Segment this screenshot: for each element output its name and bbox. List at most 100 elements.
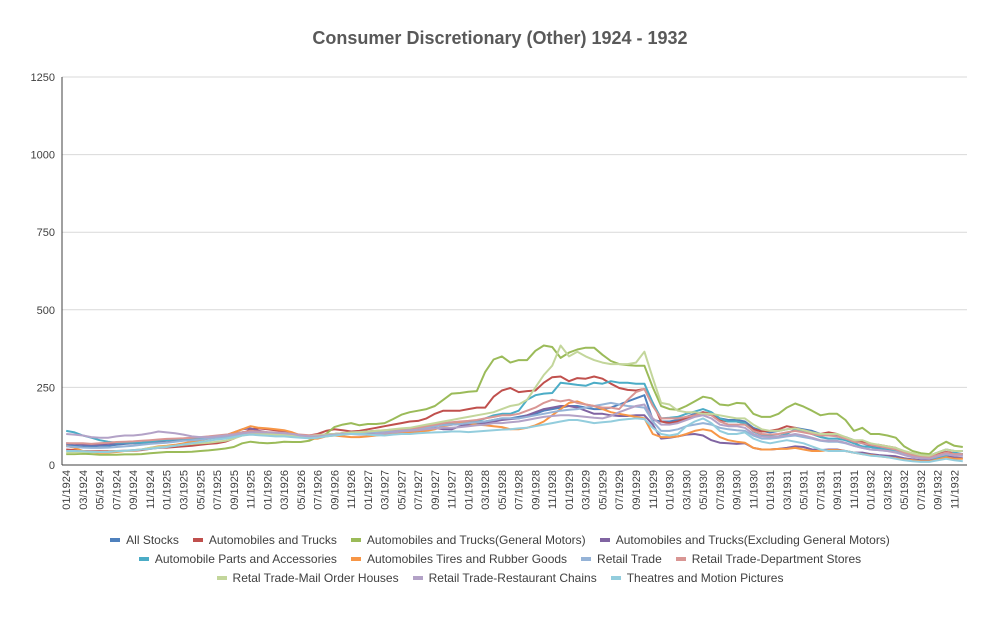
x-tick-label: 09/1929 — [631, 470, 643, 510]
x-tick-label: 01/1932 — [866, 470, 878, 510]
legend-swatch — [192, 538, 203, 542]
y-tick-label: 1000 — [31, 150, 55, 162]
y-tick-label: 1250 — [31, 72, 55, 84]
x-tick-label: 03/1925 — [179, 470, 191, 510]
legend-item: Automobiles and Trucks(Excluding General… — [599, 533, 890, 547]
x-tick-label: 11/1928 — [547, 470, 559, 509]
x-tick-label: 05/1931 — [799, 470, 811, 510]
x-tick-label: 11/1924 — [145, 470, 157, 509]
series-line-2 — [66, 375, 963, 458]
legend-swatch — [350, 538, 361, 542]
x-tick-label: 05/1929 — [597, 470, 609, 510]
series-line-8 — [66, 388, 963, 459]
chart-title: Consumer Discretionary (Other) 1924 - 19… — [312, 28, 688, 48]
legend-item: All Stocks — [110, 533, 179, 547]
x-tick-label: 05/1927 — [396, 470, 408, 510]
x-tick-label: 03/1930 — [681, 470, 693, 510]
legend-swatch — [350, 557, 361, 561]
legend-swatch — [412, 576, 423, 580]
x-tick-label: 05/1932 — [899, 470, 911, 510]
legend-label: Retal Trade-Mail Order Houses — [232, 571, 399, 585]
legend-item: Automobiles Tires and Rubber Goods — [350, 552, 568, 566]
legend-swatch — [675, 557, 686, 561]
legend-label: Retail Trade-Department Stores — [691, 552, 862, 566]
legend-item: Retail Trade — [581, 552, 662, 566]
legend-label: All Stocks — [126, 533, 179, 547]
x-tick-label: 09/1925 — [229, 470, 241, 510]
legend-swatch — [610, 576, 621, 580]
x-tick-label: 01/1926 — [262, 470, 274, 510]
legend-item: Retal Trade-Mail Order Houses — [216, 571, 399, 585]
x-tick-label: 11/1925 — [246, 470, 258, 509]
x-tick-label: 11/1931 — [849, 470, 861, 509]
x-tick-label: 01/1924 — [61, 470, 73, 510]
x-tick-label: 07/1930 — [715, 470, 727, 510]
x-tick-label: 07/1928 — [514, 470, 526, 510]
x-tick-label: 09/1928 — [530, 470, 542, 510]
x-tick-label: 07/1931 — [815, 470, 827, 510]
x-tick-label: 05/1928 — [497, 470, 509, 510]
legend-item: Automobile Parts and Accessories — [138, 552, 337, 566]
x-tick-label: 01/1928 — [463, 470, 475, 510]
x-tick-label: 01/1931 — [765, 470, 777, 510]
x-tick-label: 01/1927 — [363, 470, 375, 510]
legend-label: Theatres and Motion Pictures — [626, 571, 784, 585]
x-tick-label: 07/1925 — [212, 470, 224, 510]
x-tick-label: 05/1930 — [698, 470, 710, 510]
y-tick-label: 500 — [37, 305, 55, 317]
x-tick-label: 07/1929 — [614, 470, 626, 510]
x-tick-label: 03/1931 — [782, 470, 794, 510]
legend-label: Automobiles and Trucks(General Motors) — [366, 533, 586, 547]
x-tick-label: 11/1927 — [447, 470, 459, 509]
y-tick-label: 250 — [37, 382, 55, 394]
legend-item: Theatres and Motion Pictures — [610, 571, 784, 585]
legend-item: Retail Trade-Restaurant Chains — [412, 571, 597, 585]
x-tick-label: 03/1929 — [581, 470, 593, 510]
x-tick-label: 03/1932 — [882, 470, 894, 510]
legend-label: Automobile Parts and Accessories — [154, 552, 337, 566]
y-tick-label: 750 — [37, 227, 55, 239]
x-tick-label: 03/1926 — [279, 470, 291, 510]
legend-item: Retail Trade-Department Stores — [675, 552, 862, 566]
legend-row-1: All Stocks Automobiles and Trucks Automobi… — [0, 533, 1000, 547]
x-tick-label: 09/1927 — [430, 470, 442, 510]
series-line-3 — [66, 344, 963, 456]
x-tick-label: 07/1932 — [916, 470, 928, 510]
x-tick-label: 09/1930 — [732, 470, 744, 510]
x-tick-label: 03/1928 — [480, 470, 492, 510]
x-tick-label: 05/1926 — [296, 470, 308, 510]
y-tick-label: 0 — [49, 460, 55, 472]
legend-label: Automobiles and Trucks(Excluding General… — [615, 533, 890, 547]
x-tick-label: 11/1932 — [949, 470, 961, 509]
x-tick-label: 05/1925 — [195, 470, 207, 510]
legend-row-2: Automobile Parts and Accessories Automobi… — [0, 552, 1000, 566]
x-tick-label: 09/1931 — [832, 470, 844, 510]
x-tick-label: 01/1925 — [162, 470, 174, 510]
legend-swatch — [581, 557, 592, 561]
x-tick-label: 11/1930 — [748, 470, 760, 509]
legend-swatch — [110, 538, 121, 542]
x-tick-label: 09/1924 — [128, 470, 140, 510]
x-tick-label: 01/1929 — [564, 470, 576, 510]
legend-item: Automobiles and Trucks(General Motors) — [350, 533, 586, 547]
legend-swatch — [216, 576, 227, 580]
series-line-9 — [66, 344, 963, 457]
legend-swatch — [138, 557, 149, 561]
series-line-10 — [66, 403, 963, 460]
series-line-6 — [65, 400, 963, 463]
legend-label: Retail Trade-Restaurant Chains — [428, 571, 597, 585]
legend-swatch — [599, 538, 610, 542]
legend-label: Automobiles Tires and Rubber Goods — [366, 552, 568, 566]
x-tick-label: 11/1926 — [346, 470, 358, 509]
x-tick-label: 05/1924 — [95, 470, 107, 510]
legend-row-3: Retal Trade-Mail Order Houses Retail Trad… — [0, 571, 1000, 585]
legend-item: Automobiles and Trucks — [192, 533, 337, 547]
x-tick-label: 03/1927 — [380, 470, 392, 510]
legend-label: Retail Trade — [597, 552, 662, 566]
x-tick-label: 07/1924 — [111, 470, 123, 510]
x-tick-label: 07/1926 — [313, 470, 325, 510]
x-tick-label: 09/1926 — [329, 470, 341, 510]
legend-label: Automobiles and Trucks — [208, 533, 337, 547]
series-line-11 — [66, 417, 963, 463]
